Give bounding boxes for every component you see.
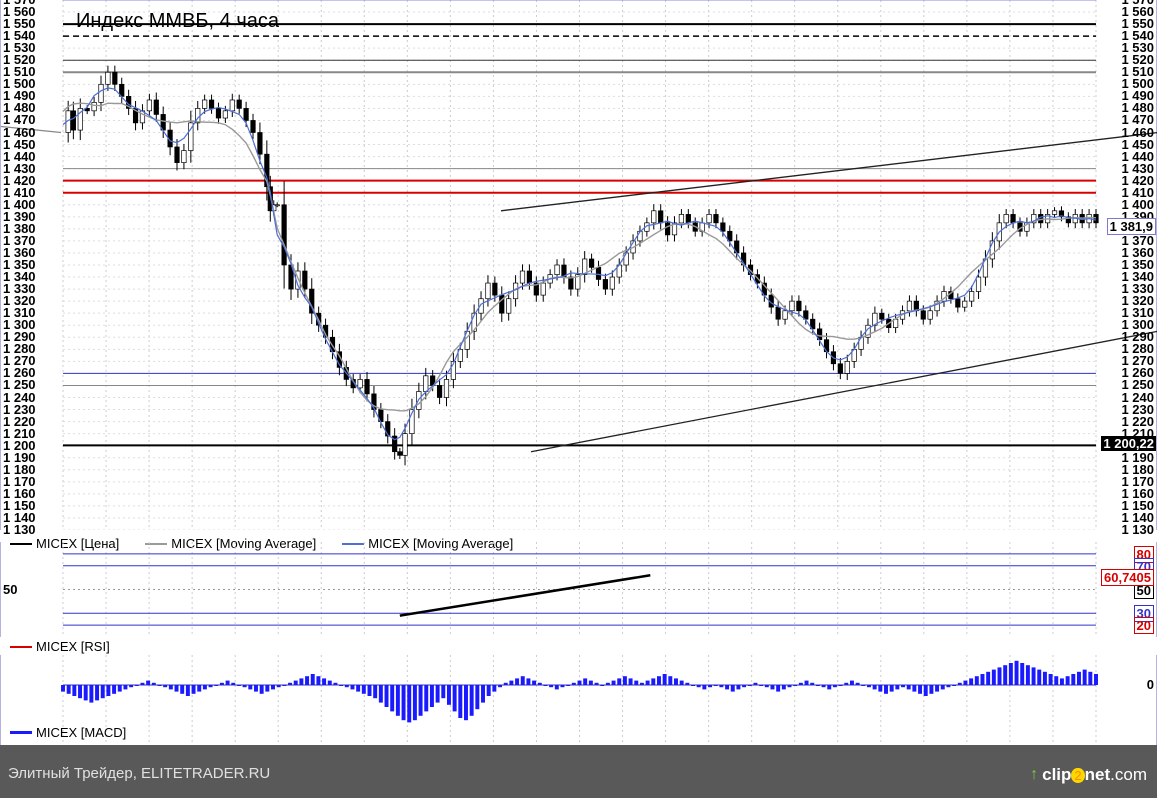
macd-chart-svg xyxy=(1,655,1157,745)
macd-legend: MICEX [MACD] xyxy=(10,725,146,740)
rsi-chart-panel: 50 80 70 50 30 20 60,7405 xyxy=(0,542,1157,637)
watermark-arrow-icon: ↑ xyxy=(1030,766,1038,784)
rsi-chart-svg xyxy=(1,542,1157,637)
rsi-axis-right-tick-20: 20 xyxy=(1134,617,1154,634)
legend-item-macd[interactable]: MICEX [MACD] xyxy=(10,725,126,740)
chart-title: Индекс ММВБ, 4 часа xyxy=(76,10,279,33)
rsi-legend: MICEX [RSI] xyxy=(10,639,130,654)
macd-axis-right-zero: 0 xyxy=(1147,677,1154,692)
watermark-text: clip 2 net.com xyxy=(1042,765,1147,785)
rsi-current-value-label: 60,7405 xyxy=(1101,569,1154,586)
legend-item-rsi[interactable]: MICEX [RSI] xyxy=(10,639,110,654)
macd-chart-panel: 0 xyxy=(0,655,1157,745)
price-axis-right-tick: 1 130 xyxy=(1121,522,1154,537)
price-chart-svg xyxy=(1,0,1157,530)
current-price-label: 1 381,9 xyxy=(1107,218,1156,235)
footer-source-text: Элитный Трейдер, ELITETRADER.RU xyxy=(8,765,270,782)
footer-watermark[interactable]: ↑ clip 2 net.com xyxy=(1030,765,1147,785)
price-axis-left-tick: 1 130 xyxy=(1,522,36,537)
bottom-price-label: 1 200,22 xyxy=(1101,436,1156,451)
rsi-axis-left-tick-50: 50 xyxy=(1,582,17,597)
